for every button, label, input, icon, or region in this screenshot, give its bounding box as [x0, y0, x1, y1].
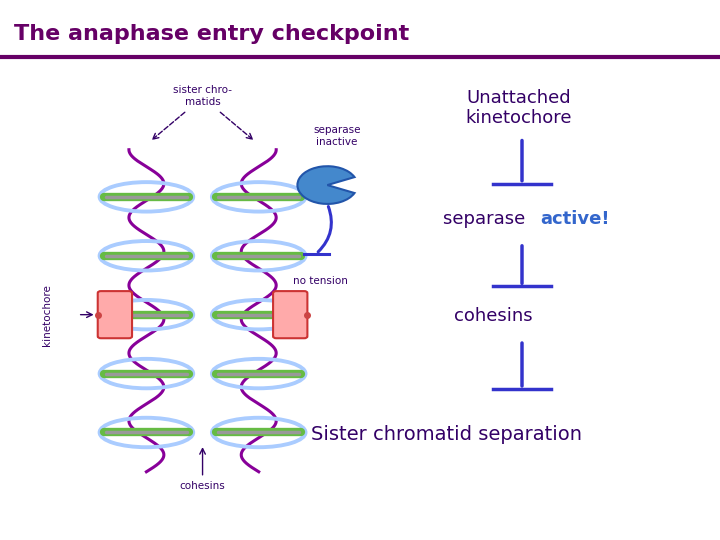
Text: The anaphase entry checkpoint: The anaphase entry checkpoint — [14, 24, 410, 44]
Text: cohesins: cohesins — [180, 481, 225, 490]
Text: active!: active! — [540, 210, 610, 228]
FancyArrowPatch shape — [318, 206, 331, 252]
Text: cohesins: cohesins — [454, 307, 533, 325]
Text: sister chro-
matids: sister chro- matids — [173, 85, 232, 106]
Text: Sister chromatid separation: Sister chromatid separation — [311, 425, 582, 444]
Text: separase: separase — [443, 210, 531, 228]
FancyBboxPatch shape — [98, 291, 132, 338]
Wedge shape — [297, 166, 354, 204]
FancyBboxPatch shape — [273, 291, 307, 338]
Text: no tension: no tension — [293, 276, 348, 286]
Text: kinetochore: kinetochore — [42, 284, 52, 346]
Text: separase
inactive: separase inactive — [313, 125, 361, 147]
Text: Unattached
kinetochore: Unattached kinetochore — [465, 89, 572, 127]
